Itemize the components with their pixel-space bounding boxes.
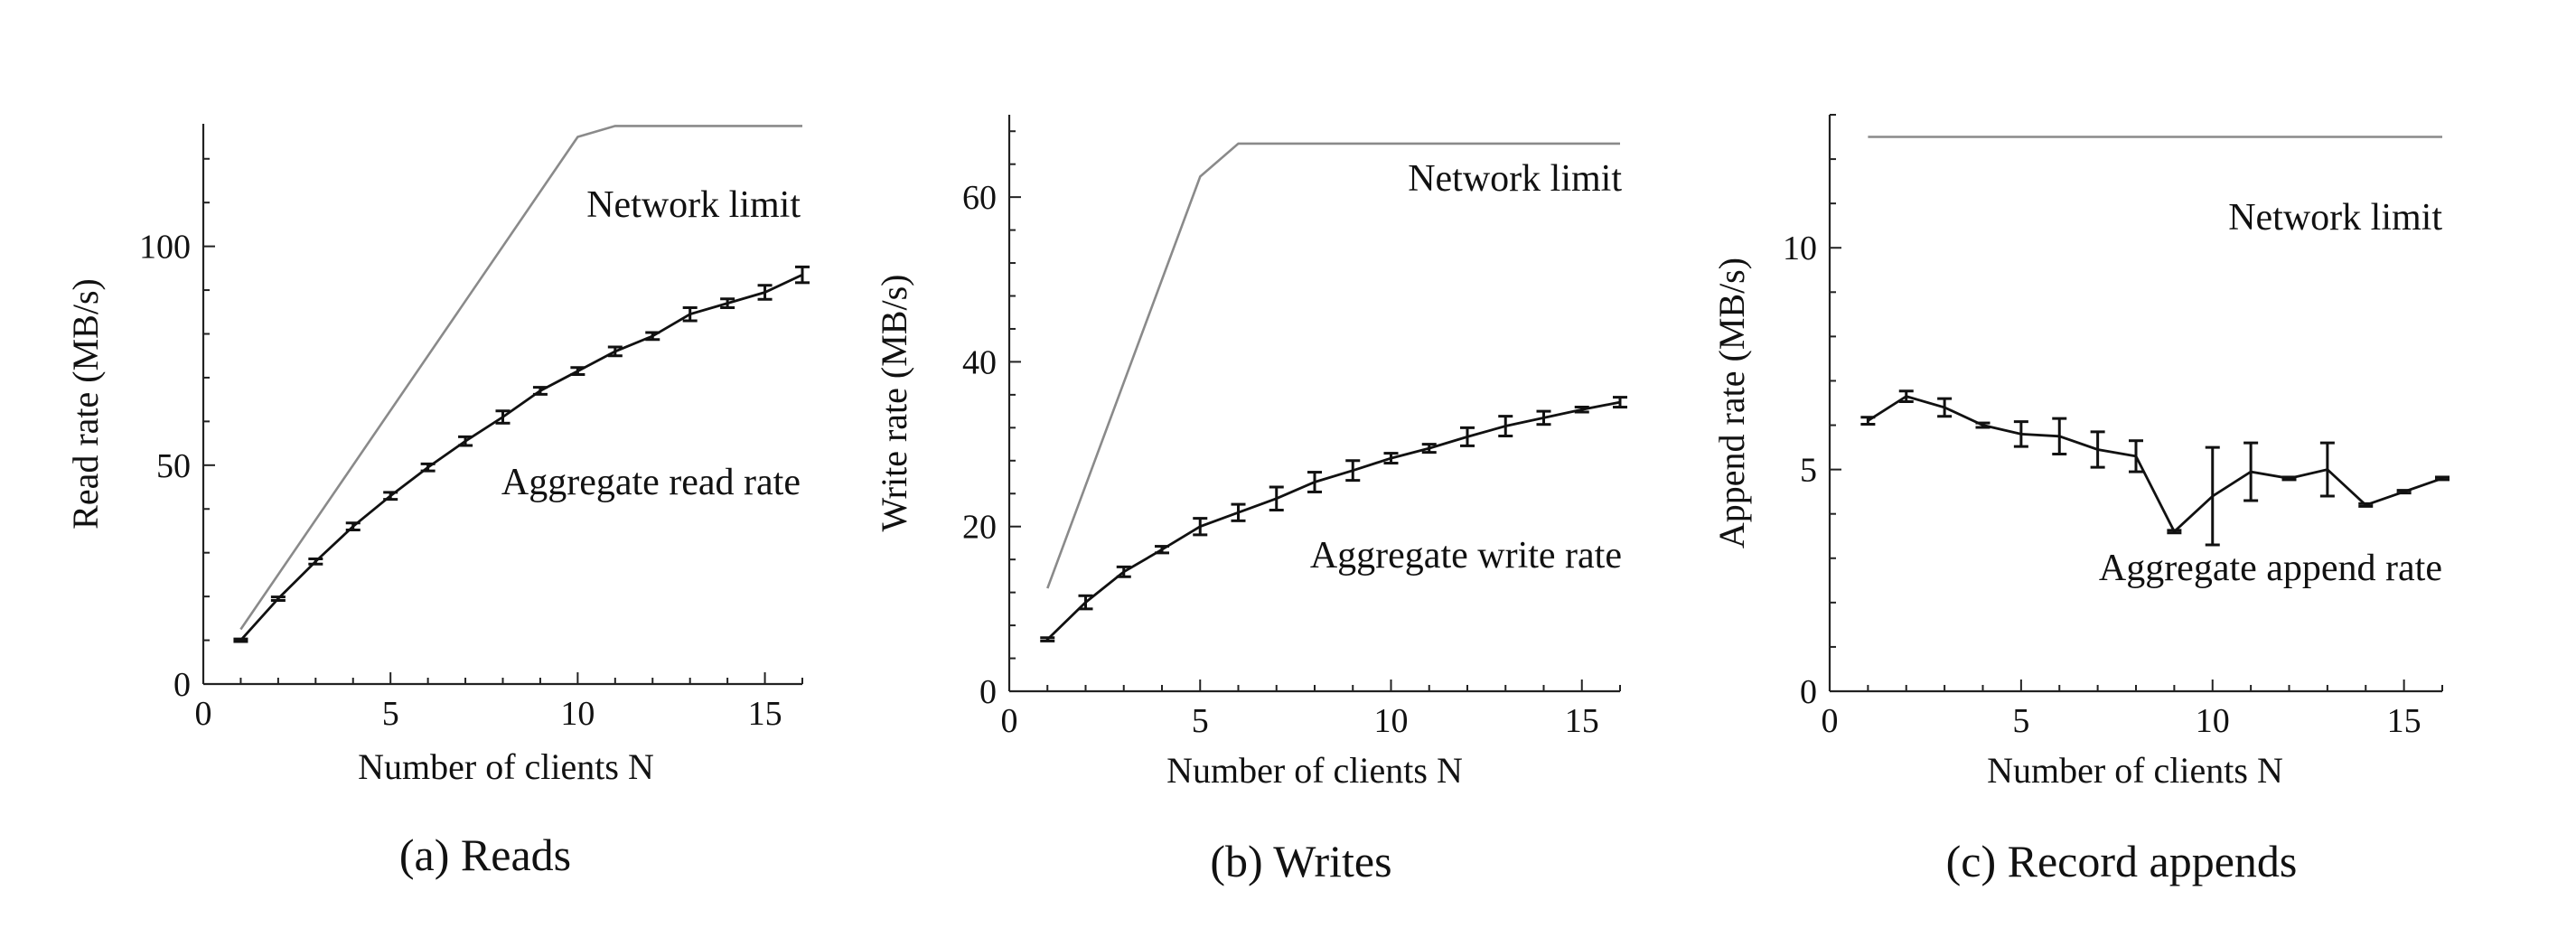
error-bar (757, 284, 773, 301)
x-tick-label: 5 (2012, 702, 2029, 740)
error-bar (270, 595, 286, 602)
error-bar (420, 462, 436, 473)
aggregate-rate-line (239, 273, 803, 642)
panel-caption: (c) Record appends (1946, 836, 2298, 886)
error-bar (1269, 485, 1284, 511)
x-tick-label: 10 (560, 695, 595, 733)
y-tick-label: 0 (979, 673, 997, 711)
error-bar (2281, 475, 2297, 482)
aggregate-rate-line (1867, 395, 2443, 534)
aggregate-rate-label: Aggregate read rate (501, 462, 801, 503)
x-tick-label: 15 (2387, 702, 2421, 740)
panel-caption: (b) Writes (1210, 836, 1391, 886)
y-tick-label: 5 (1800, 452, 1817, 490)
error-bar (1421, 443, 1437, 455)
panel-record-appends: 0 5 10 15 0 5 10 Number of clients N Append rate… (1711, 114, 2450, 886)
error-bar (1193, 517, 1208, 537)
error-bar (607, 345, 623, 358)
error-bar (1613, 396, 1627, 409)
x-axis-label: Number of clients N (358, 746, 654, 787)
error-bar (308, 557, 323, 566)
error-bar (2435, 475, 2450, 482)
error-bar (1536, 409, 1551, 427)
x-tick-label: 0 (195, 695, 212, 733)
error-bar (458, 435, 473, 447)
error-bar (2052, 417, 2067, 455)
error-bar (1574, 406, 1589, 414)
aggregate-rate-label: Aggregate write rate (1310, 535, 1622, 576)
error-bar (1040, 636, 1055, 642)
aggregate-rate-line (1046, 400, 1621, 641)
x-tick-label: 10 (1374, 702, 1409, 740)
error-bar (2243, 441, 2259, 502)
error-bar (682, 305, 698, 323)
y-axis-label: Append rate (MB/s) (1711, 258, 1752, 548)
network-limit-label: Network limit (1408, 158, 1622, 200)
x-tick-label: 0 (1001, 702, 1018, 740)
panel-reads: 0 5 10 15 0 50 100 Number of clients N Read rate… (65, 124, 810, 880)
x-tick-label: 5 (382, 695, 399, 733)
error-bar (1860, 416, 1876, 427)
y-tick-label: 20 (962, 509, 997, 547)
x-tick-label: 15 (748, 695, 782, 733)
y-tick-label: 10 (1783, 230, 1817, 267)
error-bar (1345, 459, 1361, 483)
error-bar (1078, 594, 1093, 611)
error-bar (495, 409, 511, 425)
y-tick-label: 0 (1800, 673, 1817, 711)
error-bar (2167, 529, 2182, 535)
network-limit-label: Network limit (2228, 197, 2442, 239)
y-tick-label: 40 (962, 343, 997, 381)
error-bar (345, 521, 361, 531)
y-tick-label: 100 (139, 229, 191, 267)
error-bar (2129, 439, 2143, 473)
y-tick-label: 0 (173, 666, 191, 704)
error-bar (1116, 565, 1131, 578)
x-axis-label: Number of clients N (1987, 750, 2283, 791)
network-limit-line (239, 125, 802, 631)
y-axis-label: Write rate (MB/s) (874, 275, 914, 532)
x-tick-label: 15 (1565, 702, 1599, 740)
error-bar (233, 637, 248, 643)
error-bar (1231, 502, 1246, 522)
error-bar (795, 265, 810, 285)
error-bar (2090, 430, 2105, 469)
y-tick-label: 60 (962, 179, 997, 217)
error-bar (720, 297, 735, 309)
error-bar (1498, 415, 1513, 437)
panel-caption: (a) Reads (399, 830, 571, 880)
error-bar (570, 366, 585, 377)
x-axis-label: Number of clients N (1166, 750, 1463, 791)
error-bar (1975, 421, 1991, 429)
error-bar (2205, 445, 2220, 547)
x-tick-label: 5 (1192, 702, 1209, 740)
error-bar (1383, 452, 1399, 465)
error-bar (645, 331, 660, 342)
error-bar (2358, 501, 2374, 508)
error-bar (2013, 420, 2028, 448)
error-bar (2396, 489, 2412, 495)
error-bar (2319, 441, 2335, 498)
error-bar (532, 386, 548, 396)
error-bar (1898, 389, 1914, 404)
x-tick-label: 0 (1822, 702, 1839, 740)
error-bar (1937, 397, 1953, 418)
panel-writes: 0 5 10 15 0 20 40 60 Number of clients N Write ra… (874, 115, 1627, 886)
error-bar (1155, 545, 1169, 555)
error-bar (1307, 471, 1322, 493)
aggregate-rate-label: Aggregate append rate (2099, 548, 2442, 589)
y-tick-label: 50 (156, 447, 191, 485)
error-bar (383, 491, 398, 501)
x-tick-label: 10 (2196, 702, 2230, 740)
y-axis-label: Read rate (MB/s) (65, 278, 106, 530)
network-limit-label: Network limit (586, 184, 801, 226)
network-limit-line (1046, 142, 1620, 589)
error-bar (1460, 426, 1475, 447)
